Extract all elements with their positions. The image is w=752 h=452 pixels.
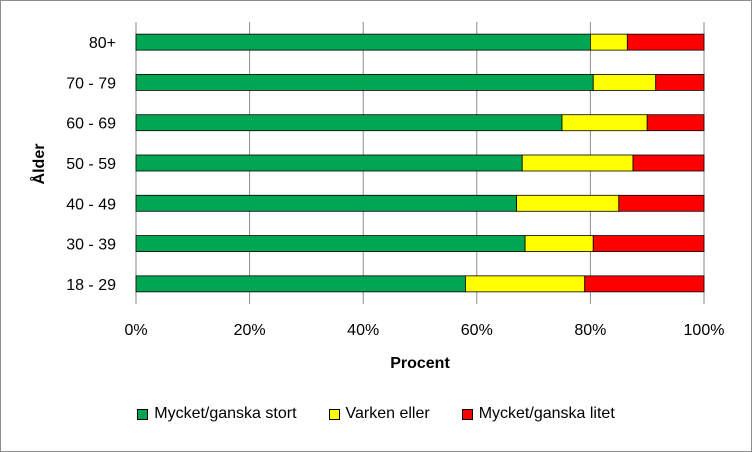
legend-label: Varken eller	[345, 405, 430, 422]
x-tick-label: 80%	[574, 322, 606, 339]
bar-segment	[584, 275, 705, 293]
x-tick-label: 20%	[234, 322, 266, 339]
legend-swatch	[328, 408, 340, 420]
y-tick-label: 80+	[89, 35, 116, 52]
x-axis-title: Procent	[390, 355, 450, 372]
legend-swatch	[137, 408, 149, 420]
y-tick-labels: 80+ 70 - 79 60 - 69 50 - 59 40 - 49 30 - 39 18…	[66, 35, 116, 294]
bar-series	[135, 33, 705, 293]
x-tick-label: 60%	[461, 322, 493, 339]
bar-segment	[524, 235, 594, 252]
legend-item: Mycket/ganska litet	[461, 405, 615, 423]
bar-segment	[465, 275, 586, 293]
bar-segment	[135, 154, 523, 172]
bar-segment	[655, 74, 705, 91]
x-tick-label: 0%	[124, 322, 147, 339]
x-tick-label: 100%	[684, 322, 725, 339]
legend-item: Mycket/ganska stort	[137, 405, 297, 423]
legend: Mycket/ganska stort Varken eller Mycket/ga…	[0, 405, 752, 423]
bar-segment	[646, 114, 705, 132]
y-tick-label: 50 - 59	[66, 156, 116, 173]
legend-label: Mycket/ganska litet	[478, 405, 615, 422]
bar-segment	[592, 235, 705, 252]
y-tick-label: 70 - 79	[66, 75, 116, 92]
bar-segment	[135, 33, 591, 51]
bar-segment	[618, 194, 705, 212]
bar-segment	[521, 154, 634, 172]
bar-segment	[561, 114, 648, 132]
bar-segment	[135, 114, 563, 132]
bar-segment	[135, 194, 517, 212]
legend-label: Mycket/ganska stort	[154, 405, 297, 422]
x-tick-labels: 0% 20% 40% 60% 80% 100%	[124, 322, 724, 339]
bar-segment	[135, 74, 594, 91]
bar-segment	[626, 33, 705, 51]
legend-swatch	[461, 408, 473, 420]
bar-segment	[590, 33, 628, 51]
bar-segment	[632, 154, 705, 172]
y-tick-label: 18 - 29	[66, 277, 116, 294]
bar-segment	[516, 194, 620, 212]
legend-item: Varken eller	[328, 405, 430, 423]
y-tick-label: 40 - 49	[66, 196, 116, 213]
y-tick-label: 30 - 39	[66, 237, 116, 254]
bar-segment	[135, 235, 526, 252]
bar-segment	[592, 74, 657, 91]
y-tick-label: 60 - 69	[66, 116, 116, 133]
y-axis-title: Ålder	[29, 144, 48, 185]
x-tick-label: 40%	[347, 322, 379, 339]
bar-segment	[135, 275, 466, 293]
